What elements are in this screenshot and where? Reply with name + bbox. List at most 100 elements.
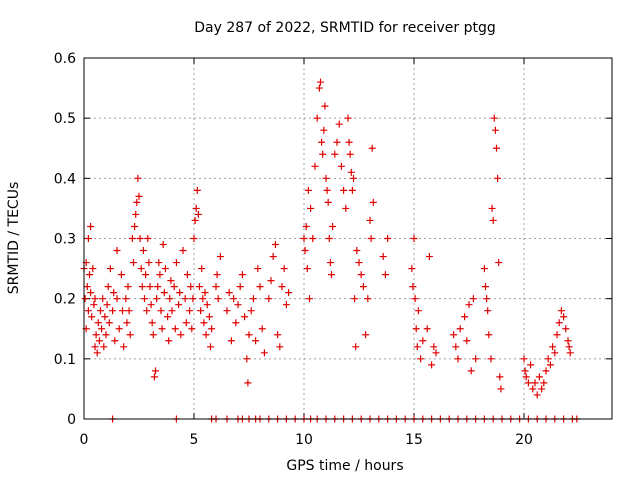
data-point bbox=[205, 313, 213, 321]
data-point bbox=[168, 307, 176, 315]
y-tick-label: 0 bbox=[67, 412, 76, 428]
data-point bbox=[344, 114, 352, 122]
data-point bbox=[142, 271, 150, 279]
data-point bbox=[123, 319, 131, 327]
data-point bbox=[181, 295, 189, 303]
data-point bbox=[227, 337, 235, 345]
data-point bbox=[485, 331, 493, 339]
data-point bbox=[367, 235, 375, 242]
data-point bbox=[353, 247, 361, 255]
data-point bbox=[139, 247, 147, 255]
data-point bbox=[304, 186, 312, 194]
data-point bbox=[560, 313, 568, 321]
data-point bbox=[540, 379, 548, 387]
data-point bbox=[313, 114, 321, 122]
data-point bbox=[280, 265, 288, 273]
data-point bbox=[565, 343, 573, 351]
data-point bbox=[419, 337, 427, 345]
data-point bbox=[152, 367, 159, 375]
data-point bbox=[465, 301, 473, 309]
data-point bbox=[201, 289, 209, 297]
data-point bbox=[480, 265, 488, 273]
data-point bbox=[318, 138, 326, 146]
data-point bbox=[317, 78, 324, 86]
data-point bbox=[202, 331, 210, 339]
data-point bbox=[348, 186, 356, 194]
data-point bbox=[368, 144, 376, 152]
data-point bbox=[411, 295, 419, 303]
data-point bbox=[489, 216, 497, 224]
data-point bbox=[212, 283, 220, 291]
data-point bbox=[366, 216, 374, 224]
data-point bbox=[454, 355, 462, 363]
data-point bbox=[157, 307, 165, 315]
data-point bbox=[207, 343, 214, 351]
data-point bbox=[469, 295, 477, 303]
data-point bbox=[160, 289, 168, 297]
data-point bbox=[138, 283, 146, 291]
data-point bbox=[557, 307, 565, 315]
data-point bbox=[179, 247, 187, 255]
data-point bbox=[164, 313, 172, 321]
x-tick-label: 0 bbox=[80, 432, 89, 448]
data-point bbox=[144, 235, 152, 242]
data-point bbox=[190, 235, 198, 242]
data-point bbox=[230, 295, 238, 303]
data-point bbox=[102, 331, 110, 339]
data-point bbox=[544, 355, 552, 363]
data-point bbox=[165, 337, 173, 345]
data-point bbox=[90, 301, 98, 309]
data-points bbox=[80, 78, 581, 423]
data-point bbox=[408, 265, 416, 273]
data-point bbox=[497, 385, 505, 393]
data-point bbox=[200, 319, 208, 327]
y-tick-label: 0.3 bbox=[54, 232, 76, 248]
data-point bbox=[542, 367, 550, 375]
data-point bbox=[482, 283, 489, 291]
data-point bbox=[198, 265, 206, 273]
data-point bbox=[188, 325, 196, 333]
data-point bbox=[223, 307, 231, 315]
data-point bbox=[423, 325, 431, 333]
data-point bbox=[120, 343, 128, 351]
data-point bbox=[111, 337, 119, 345]
data-point bbox=[321, 102, 329, 110]
data-point bbox=[100, 343, 108, 351]
data-point bbox=[529, 385, 537, 393]
data-point bbox=[249, 295, 257, 303]
data-point bbox=[538, 385, 546, 393]
data-point bbox=[487, 355, 495, 363]
data-point bbox=[166, 295, 174, 303]
data-point bbox=[301, 247, 309, 255]
data-point bbox=[267, 277, 275, 285]
data-point bbox=[309, 235, 317, 242]
data-point bbox=[136, 235, 144, 242]
data-point bbox=[197, 307, 205, 315]
data-point bbox=[128, 235, 136, 242]
data-point bbox=[463, 337, 471, 345]
data-point bbox=[265, 295, 273, 303]
data-point bbox=[89, 265, 97, 273]
data-point bbox=[147, 301, 155, 309]
data-point bbox=[191, 216, 199, 224]
data-point bbox=[381, 271, 389, 279]
data-point bbox=[87, 289, 95, 297]
data-point bbox=[425, 253, 433, 261]
data-point bbox=[521, 367, 529, 375]
data-point bbox=[161, 265, 169, 273]
data-point bbox=[450, 331, 458, 339]
data-point bbox=[83, 283, 91, 291]
data-point bbox=[93, 349, 101, 357]
data-point bbox=[81, 295, 89, 303]
data-point bbox=[105, 319, 113, 327]
data-point bbox=[282, 301, 290, 309]
data-point bbox=[155, 259, 163, 267]
data-point bbox=[131, 222, 139, 230]
data-point bbox=[311, 162, 319, 170]
data-point bbox=[98, 325, 106, 333]
data-point bbox=[154, 283, 162, 291]
data-point bbox=[135, 192, 143, 200]
data-point bbox=[91, 295, 99, 303]
data-point bbox=[285, 289, 293, 297]
